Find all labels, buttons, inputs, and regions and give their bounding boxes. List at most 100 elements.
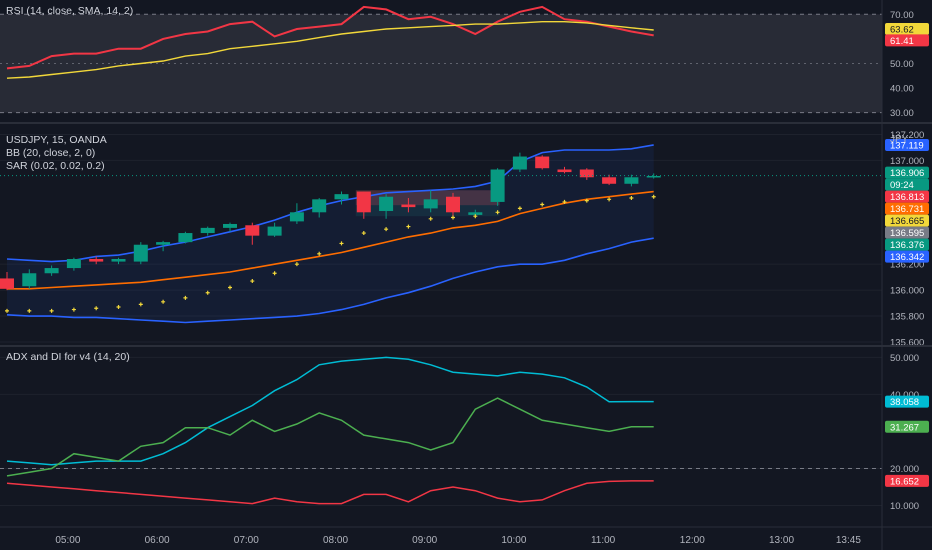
- bb-upper-line: [6, 144, 654, 263]
- candlesticks[interactable]: [0, 152, 661, 291]
- candle-body[interactable]: [0, 278, 14, 289]
- candle-body[interactable]: [111, 258, 126, 262]
- bb-legend[interactable]: BB (20, close, 2, 0): [6, 147, 95, 159]
- candle-body[interactable]: [379, 196, 394, 212]
- rsi-title: RSI (14, close, SMA, 14, 2): [6, 5, 133, 17]
- adx-tick-label: 10.000: [890, 501, 919, 512]
- candle-body[interactable]: [468, 212, 483, 215]
- candle-body[interactable]: [490, 169, 505, 202]
- price-badge: 136.665: [890, 216, 924, 227]
- candle-body[interactable]: [624, 177, 639, 184]
- candle-body[interactable]: [356, 191, 371, 213]
- candle-body[interactable]: [602, 177, 617, 184]
- sar-dot: [495, 210, 500, 215]
- sar-dot: [228, 285, 232, 290]
- candle-body[interactable]: [156, 242, 171, 245]
- adx-series-minus-di: [6, 480, 654, 505]
- sar-dot: [183, 295, 188, 300]
- parabolic-sar-dots: [5, 194, 656, 313]
- adx-tick-label: 40.000: [890, 390, 919, 401]
- adx-last-value-bg: [885, 395, 929, 408]
- candle-body[interactable]: [245, 225, 260, 236]
- candle-body[interactable]: [557, 169, 572, 173]
- sar-legend[interactable]: SAR (0.02, 0.02, 0.2): [6, 160, 105, 172]
- candle-body[interactable]: [289, 212, 304, 222]
- candle-body[interactable]: [646, 175, 661, 178]
- price-badge: 137.119: [890, 140, 924, 151]
- price-axis[interactable]: 137.200 137.000 136.200 136.000 135.800 135.6…: [885, 130, 929, 349]
- candle-body[interactable]: [334, 194, 349, 200]
- sar-dot: [250, 279, 255, 284]
- symbol-title[interactable]: USDJPY, 15, OANDA: [6, 134, 107, 146]
- candle-body[interactable]: [22, 273, 37, 287]
- price-badge-bg: [885, 250, 929, 263]
- rsi-last-value: 63.62: [890, 24, 914, 35]
- candle-body[interactable]: [312, 199, 327, 213]
- candle-body[interactable]: [579, 169, 594, 178]
- time-tick-label: 13:45: [836, 535, 861, 546]
- price-tick-label: 135.800: [890, 312, 924, 323]
- sar-dot: [138, 302, 143, 307]
- candle-body[interactable]: [89, 258, 104, 262]
- candle-body[interactable]: [535, 156, 550, 169]
- adx-tick-label: 50.000: [890, 353, 919, 364]
- candle-body[interactable]: [446, 196, 460, 213]
- adx-pane[interactable]: 50.000 40.000 20.000 10.000 38.058 31.267 16.6…: [0, 351, 929, 512]
- price-badge-bg: [885, 166, 929, 179]
- candle-body[interactable]: [401, 204, 416, 208]
- candle-body[interactable]: [178, 233, 193, 243]
- sar-dot: [49, 308, 54, 313]
- price-badge-bg: [885, 138, 929, 151]
- price-badge: 136.906: [890, 168, 924, 179]
- time-tick-label: 07:00: [234, 535, 259, 546]
- price-tick-label: 137.000: [890, 156, 924, 167]
- price-pane[interactable]: 137.200 137.000 136.200 136.000 135.800 135.6…: [0, 130, 929, 349]
- price-badge: 136.731: [890, 204, 924, 215]
- candle-body[interactable]: [512, 156, 527, 170]
- rsi-last-value-bg: [885, 22, 929, 35]
- rsi-last-value: 61.41: [890, 36, 914, 47]
- candle-body[interactable]: [200, 227, 215, 234]
- time-axis[interactable]: 05:00 06:00 07:00 08:00 09:00 10:00 11:00 12:00…: [55, 535, 861, 546]
- adx-title: ADX and DI for v4 (14, 20): [6, 351, 130, 363]
- time-tick-label: 12:00: [680, 535, 705, 546]
- sar-dot: [27, 308, 32, 313]
- rsi-tick-label: 40.00: [890, 84, 914, 95]
- rsi-last-value-bg: [885, 34, 929, 47]
- rsi-lines: [6, 5, 654, 79]
- price-badge: 136.342: [890, 252, 924, 263]
- time-tick-label: 10:00: [501, 535, 526, 546]
- price-tick-label: 137.200: [890, 130, 924, 141]
- rsi-series-rsi: [6, 5, 654, 70]
- sar-dot: [584, 198, 589, 203]
- sar-dot: [339, 241, 344, 246]
- sar-dot: [540, 202, 545, 207]
- price-badge: 09:24: [890, 180, 914, 191]
- adx-last-value: 16.652: [890, 476, 919, 487]
- sar-dot: [161, 299, 166, 304]
- candle-body[interactable]: [423, 199, 438, 209]
- candle-body[interactable]: [44, 268, 59, 274]
- price-tick-label: 135.600: [890, 338, 924, 349]
- sar-dot: [272, 271, 277, 276]
- candle-body[interactable]: [267, 226, 282, 236]
- sar-dot: [562, 199, 567, 204]
- sar-dot: [517, 206, 522, 211]
- price-badge-bg: [885, 238, 929, 251]
- adx-last-value-bg: [885, 420, 929, 433]
- candle-body[interactable]: [223, 223, 237, 228]
- sar-dot: [317, 251, 322, 256]
- time-tick-label: 13:00: [769, 535, 794, 546]
- price-badge: 136.813: [890, 192, 924, 203]
- candle-body[interactable]: [133, 244, 148, 262]
- sar-dot: [116, 304, 121, 309]
- candle-body[interactable]: [66, 258, 81, 269]
- adx-last-value: 38.058: [890, 397, 919, 408]
- price-badge-bg: [885, 202, 929, 215]
- price-badge-bg: [885, 178, 929, 191]
- adx-price-axis[interactable]: 50.000 40.000 20.000 10.000 38.058 31.267 16.6…: [885, 353, 929, 512]
